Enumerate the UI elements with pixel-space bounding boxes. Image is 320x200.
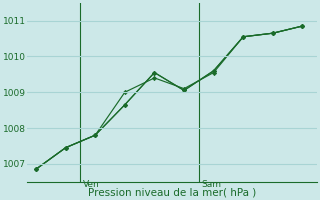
Text: Ven: Ven	[84, 180, 100, 189]
Text: Sam: Sam	[202, 180, 222, 189]
X-axis label: Pression niveau de la mer( hPa ): Pression niveau de la mer( hPa )	[88, 187, 256, 197]
